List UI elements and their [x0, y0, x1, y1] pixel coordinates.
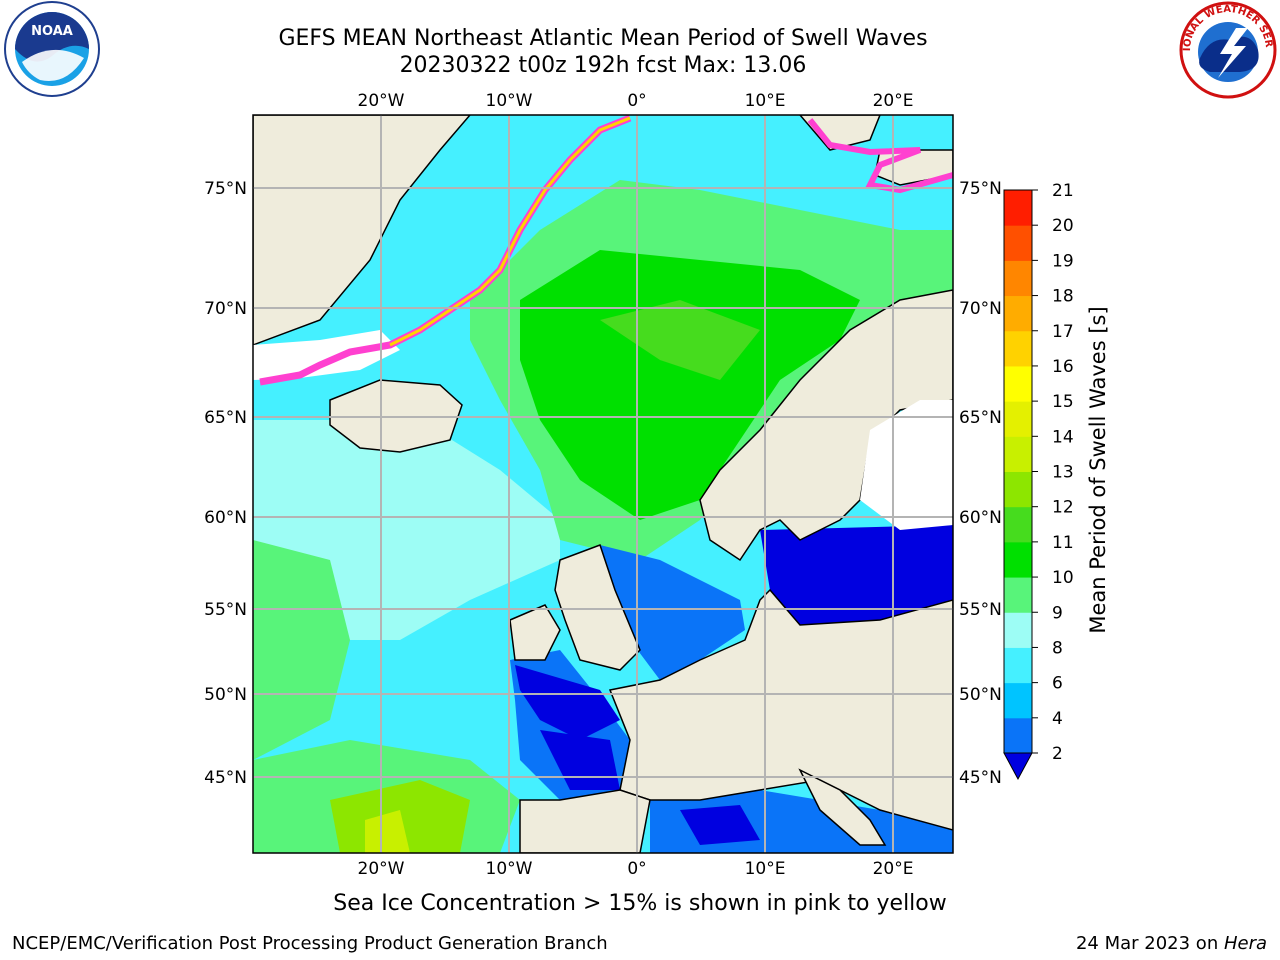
- colorbar: 2 4 6 8 9 10 11 12 13 14 15 16 17 18 19 20 21: [1003, 181, 1074, 781]
- colorbar-swatch: [1004, 190, 1032, 226]
- colorbar-tick-label: 14: [1052, 427, 1074, 447]
- field-10s-west: [253, 540, 350, 760]
- land-italy: [798, 768, 887, 846]
- colorbar-tick-label: 15: [1052, 392, 1074, 412]
- land-iberia: [519, 789, 651, 853]
- graticule: [253, 115, 953, 853]
- noaa-logo: NOAA: [4, 1, 100, 97]
- footer-date-text: 24 Mar 2023 on: [1075, 933, 1224, 954]
- colorbar-swatch: [1004, 260, 1032, 297]
- lon-tick: 10°W: [486, 91, 533, 111]
- sea-ice-edge-svalbard: [807, 118, 953, 194]
- colorbar-swatch: [1004, 330, 1032, 367]
- colorbar-swatch: [1004, 577, 1032, 613]
- footer-machine: Hera: [1223, 933, 1267, 954]
- nws-logo: NATIONAL WEATHER SERVICE: [0, 0, 1277, 99]
- colorbar-swatch: [1004, 401, 1032, 437]
- colorbar-swatch: [1004, 471, 1032, 508]
- land-svalbard: [799, 115, 881, 151]
- colorbar-swatch: [1004, 506, 1032, 543]
- field-under-channel: [515, 665, 620, 740]
- sea-ice-note: Sea Ice Concentration > 15% is shown in …: [333, 891, 947, 916]
- colorbar-label: Mean Period of Swell Waves [s]: [1086, 306, 1110, 634]
- colorbar-tick-label: 17: [1052, 322, 1074, 342]
- lon-tick: 20°E: [873, 91, 914, 111]
- lat-tick: 60°N: [959, 508, 1002, 528]
- lat-tick: 75°N: [959, 179, 1002, 199]
- land-greenland: [253, 115, 471, 346]
- lat-tick: 50°N: [959, 685, 1002, 705]
- lat-tick: 65°N: [959, 408, 1002, 428]
- lat-ticks-right: 75°N 70°N 65°N 60°N 55°N 50°N 45°N: [959, 179, 1002, 788]
- field-11s-core: [600, 300, 760, 380]
- lat-tick: 50°N: [204, 685, 247, 705]
- lat-ticks-left: 75°N 70°N 65°N 60°N 55°N 50°N 45°N: [204, 179, 247, 788]
- colorbar-tick-label: 13: [1052, 463, 1074, 483]
- ice-greenland: [253, 330, 400, 380]
- colorbar-tick-label: 10: [1052, 568, 1074, 588]
- chart-subtitle: 20230322 t00z 192h fcst Max: 13.06: [399, 53, 807, 78]
- colorbar-tick-label: 2: [1052, 744, 1063, 764]
- lat-tick: 45°N: [959, 768, 1002, 788]
- lon-tick: 20°W: [358, 91, 405, 111]
- noaa-logo-text: NOAA: [31, 24, 73, 39]
- chart-title: GEFS MEAN Northeast Atlantic Mean Period…: [278, 26, 928, 51]
- land-britain: [554, 544, 641, 671]
- colorbar-tick-label: 18: [1052, 287, 1074, 307]
- colorbar-tick-label: 12: [1052, 498, 1074, 518]
- field-11s-norway: [520, 250, 860, 520]
- lat-tick: 55°N: [959, 600, 1002, 620]
- lon-tick: 10°E: [745, 91, 786, 111]
- map-frame: [252, 114, 954, 854]
- lon-ticks-bottom: 20°W 10°W 0° 10°E 20°E: [358, 859, 914, 879]
- field-under-med: [680, 805, 760, 845]
- lon-tick: 20°W: [358, 859, 405, 879]
- colorbar-under-arrow: [1003, 752, 1033, 781]
- lat-tick: 70°N: [959, 299, 1002, 319]
- colorbar-tick-label: 11: [1052, 533, 1074, 553]
- lat-tick: 45°N: [204, 768, 247, 788]
- colorbar-tick-label: 20: [1052, 216, 1074, 236]
- lon-tick: 20°E: [873, 859, 914, 879]
- colorbar-swatch: [1004, 682, 1032, 719]
- colorbar-tick-label: 8: [1052, 638, 1063, 658]
- lon-tick: 10°W: [486, 859, 533, 879]
- ice-bothnia: [860, 400, 953, 530]
- lat-tick: 60°N: [204, 508, 247, 528]
- lat-tick: 55°N: [204, 600, 247, 620]
- colorbar-tick-label: 6: [1052, 674, 1063, 694]
- colorbar-tick-label: 4: [1052, 709, 1063, 729]
- colorbar-tick-label: 16: [1052, 357, 1074, 377]
- field-under-baltic: [760, 525, 953, 625]
- colorbar-swatch: [1004, 717, 1032, 754]
- lat-tick: 70°N: [204, 299, 247, 319]
- field-under-biscay: [540, 730, 620, 790]
- lat-tick: 75°N: [204, 179, 247, 199]
- lon-ticks-top: 20°W 10°W 0° 10°E 20°E: [358, 91, 914, 111]
- lon-tick: 10°E: [745, 859, 786, 879]
- lon-tick: 0°: [627, 859, 646, 879]
- map-area: [253, 115, 953, 853]
- colorbar-swatch: [1004, 365, 1032, 402]
- colorbar-swatch: [1004, 647, 1032, 684]
- lat-tick: 65°N: [204, 408, 247, 428]
- colorbar-tick-label: 21: [1052, 181, 1074, 201]
- colorbar-swatch: [1004, 541, 1032, 578]
- colorbar-swatch: [1004, 612, 1032, 648]
- lon-tick: 0°: [627, 91, 646, 111]
- colorbar-swatch: [1004, 436, 1032, 472]
- nws-logo-text: NATIONAL WEATHER SERVICE: [0, 0, 1274, 51]
- field-13s-south: [365, 810, 410, 853]
- footer-credit: NCEP/EMC/Verification Post Processing Pr…: [12, 933, 608, 954]
- land-ireland: [509, 604, 561, 661]
- footer-date: 24 Mar 2023 on Hera: [1076, 933, 1267, 954]
- svg-text:NATIONAL WEATHER SERVICE: NATIONAL WEATHER SERVICE: [0, 0, 1274, 51]
- colorbar-swatch: [1004, 225, 1032, 261]
- colorbar-swatch: [1004, 295, 1032, 332]
- colorbar-tick-label: 9: [1052, 603, 1063, 623]
- colorbar-tick-label: 19: [1052, 251, 1074, 271]
